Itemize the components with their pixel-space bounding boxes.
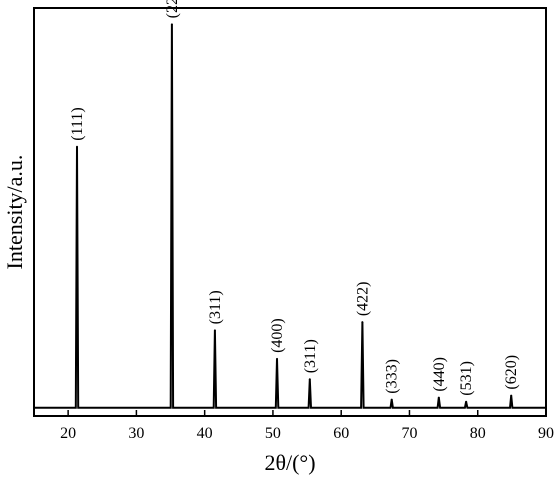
peak-point <box>276 358 278 360</box>
peak-point <box>214 329 216 331</box>
peak-point <box>391 399 393 401</box>
peak-label: (400) <box>269 318 286 353</box>
peak-point <box>309 378 311 380</box>
peak-label: (111) <box>69 107 86 140</box>
x-tick-label: 40 <box>197 425 213 442</box>
diffraction-line <box>34 24 546 408</box>
x-tick-label: 60 <box>333 425 349 442</box>
x-axis-ticks: 20 30 40 50 60 70 80 90 <box>60 410 554 442</box>
plot-frame <box>34 8 546 416</box>
x-axis-title: 2θ/(°) <box>264 450 315 475</box>
y-axis-title: Intensity/a.u. <box>2 155 27 270</box>
peak-point <box>76 146 78 148</box>
x-tick-label: 80 <box>470 425 486 442</box>
peak-label: (440) <box>431 357 448 392</box>
diffraction-trace <box>34 24 546 408</box>
x-tick-label: 70 <box>401 425 417 442</box>
peak-point <box>171 23 173 25</box>
peak-label: (531) <box>458 361 475 396</box>
peak-label: (422) <box>354 282 371 317</box>
peak-label: (220) <box>164 0 181 18</box>
peak-label: (311) <box>302 339 319 373</box>
x-tick-label: 50 <box>265 425 281 442</box>
peak-point <box>361 321 363 323</box>
peak-label: (311) <box>207 290 224 324</box>
peak-label: (620) <box>503 355 520 390</box>
x-tick-label: 30 <box>128 425 144 442</box>
peak-point <box>510 395 512 397</box>
peak-point <box>438 397 440 399</box>
x-tick-label: 20 <box>60 425 76 442</box>
peak-point <box>465 401 467 403</box>
peak-label: (333) <box>384 359 401 394</box>
peak-labels: (111) (220) (311) (400) (311) (422) (333) (440)… <box>69 0 520 403</box>
x-tick-label: 90 <box>538 425 554 442</box>
